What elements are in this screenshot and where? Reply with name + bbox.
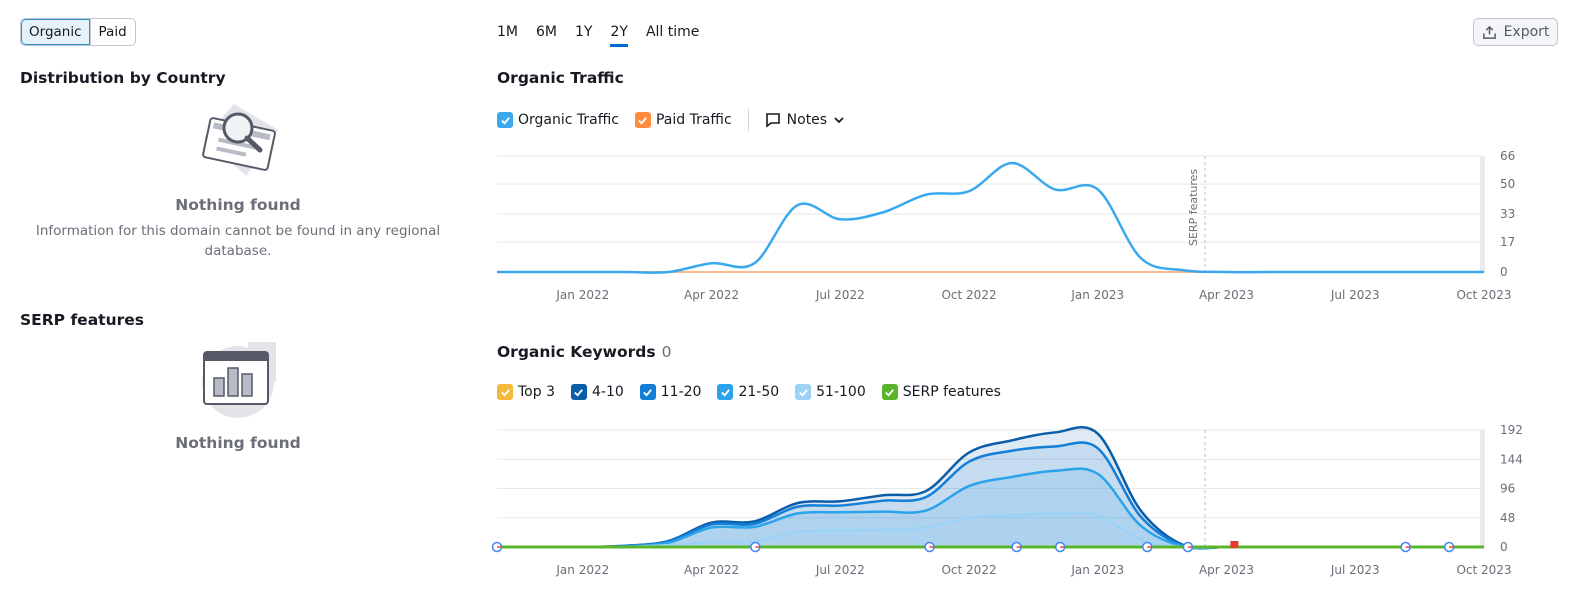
legend-label: Organic Traffic (518, 112, 619, 128)
country-section-title: Distribution by Country (20, 69, 226, 87)
annotation-label: SERP features (1187, 169, 1200, 246)
legend-4-10[interactable]: 4-10 (570, 384, 624, 400)
legend-11-20[interactable]: 11-20 (639, 384, 702, 400)
notes-dropdown[interactable]: Notes (765, 112, 845, 128)
checkbox-icon (717, 384, 734, 400)
legend-label: Paid Traffic (655, 112, 732, 128)
legend-label: 51-100 (816, 384, 866, 400)
paid-tab[interactable]: Paid (98, 24, 127, 40)
x-tick-label: Oct 2022 (941, 563, 996, 577)
export-label: Export (1503, 24, 1550, 40)
notes-label: Notes (786, 112, 828, 128)
traffic-type-toggle: Organic Paid (20, 18, 136, 46)
chart-edge (1480, 156, 1485, 272)
keywords-title-text: Organic Keywords (497, 343, 656, 361)
legend-organic-traffic[interactable]: Organic Traffic (497, 112, 619, 128)
y-tick-label: 192 (1500, 423, 1523, 437)
x-tick-label: Oct 2023 (1456, 563, 1511, 577)
legend-serp-features[interactable]: SERP features (881, 384, 1001, 400)
period-selector: 1M 6M 1Y 2Y All time (497, 22, 699, 47)
checkbox-icon (497, 384, 513, 400)
y-tick-label: 66 (1500, 149, 1515, 163)
legend-label: 21-50 (738, 384, 780, 400)
legend-top-3[interactable]: Top 3 (497, 384, 555, 400)
x-tick-label: Jan 2023 (1070, 288, 1124, 302)
x-tick-label: Jan 2023 (1070, 563, 1124, 577)
legend-label: 11-20 (660, 384, 702, 400)
y-tick-label: 50 (1500, 177, 1515, 191)
y-tick-label: 0 (1500, 540, 1508, 554)
checkbox-icon (639, 384, 656, 400)
period-6m[interactable]: 6M (536, 24, 557, 40)
organic-tab[interactable]: Organic (21, 19, 90, 45)
x-tick-label: Jul 2022 (815, 563, 865, 577)
chevron-down-icon (834, 117, 844, 124)
serp-section-title: SERP features (20, 311, 144, 329)
checkbox-icon (570, 384, 587, 400)
legend-divider (747, 109, 749, 131)
legend-label: SERP features (902, 384, 1001, 400)
area-51-100 (497, 512, 1484, 548)
period-2y[interactable]: 2Y (610, 22, 628, 47)
traffic-legend: Organic Traffic Paid Traffic Notes (497, 109, 861, 131)
legend-label: Top 3 (518, 384, 555, 400)
chart-0: 0 17 33 50 66 SERP features Jan 2022 Apr 2022 Ju… (497, 149, 1515, 302)
x-tick-label: Jan 2022 (555, 563, 609, 577)
legend-51-100[interactable]: 51-100 (795, 384, 866, 400)
legend-paid-traffic[interactable]: Paid Traffic (634, 112, 732, 128)
organic-traffic-line (497, 161, 1484, 274)
legend-21-50[interactable]: 21-50 (717, 384, 779, 400)
x-tick-label: Apr 2022 (684, 288, 739, 302)
checkbox-icon (634, 112, 651, 128)
browser-chart-icon (202, 342, 276, 418)
x-tick-label: Jul 2023 (1330, 288, 1380, 302)
keywords-count: 0 (661, 343, 672, 361)
flag-icon (1230, 541, 1239, 548)
chart-edge (1480, 430, 1485, 547)
export-button[interactable]: Export (1473, 18, 1558, 46)
legend-label: 4-10 (591, 384, 624, 400)
upload-icon (1482, 25, 1496, 39)
period-1y[interactable]: 1Y (575, 24, 593, 40)
checkbox-icon (497, 112, 513, 128)
keywords-legend: Top 3 4-10 11-20 21-50 51-100 SERP featu… (497, 384, 1017, 400)
x-tick-label: Apr 2023 (1199, 563, 1254, 577)
magnifier-document-icon (202, 104, 278, 176)
x-tick-label: Oct 2023 (1456, 288, 1511, 302)
area-11-20 (497, 442, 1484, 549)
chart-1: 0 48 96 144 192 Jan 2022 Apr 2022 Jul 2022 Oct 2… (491, 423, 1523, 577)
checkbox-icon (881, 384, 898, 400)
y-tick-label: 48 (1500, 511, 1515, 525)
x-tick-label: Oct 2022 (941, 288, 996, 302)
y-tick-label: 17 (1500, 235, 1515, 249)
area-4-10 (497, 427, 1484, 549)
x-tick-label: Jul 2022 (815, 288, 865, 302)
traffic-chart-title: Organic Traffic (497, 69, 624, 87)
toggle-divider (89, 19, 91, 45)
keywords-chart-title: Organic Keywords 0 (497, 343, 671, 361)
period-all-time[interactable]: All time (645, 24, 700, 40)
y-tick-label: 96 (1500, 482, 1515, 496)
country-empty-title: Nothing found (175, 196, 301, 214)
checkbox-icon (795, 384, 812, 400)
period-1m[interactable]: 1M (497, 24, 518, 40)
y-tick-label: 33 (1500, 207, 1515, 221)
country-empty-desc: Information for this domain cannot be fo… (35, 223, 441, 259)
serp-empty-title: Nothing found (175, 434, 301, 452)
x-tick-label: Jul 2023 (1330, 563, 1380, 577)
y-tick-label: 0 (1500, 265, 1508, 279)
comment-icon (765, 113, 780, 128)
x-tick-label: Apr 2022 (684, 563, 739, 577)
x-tick-label: Jan 2022 (555, 288, 609, 302)
x-tick-label: Apr 2023 (1199, 288, 1254, 302)
y-tick-label: 144 (1500, 452, 1523, 466)
